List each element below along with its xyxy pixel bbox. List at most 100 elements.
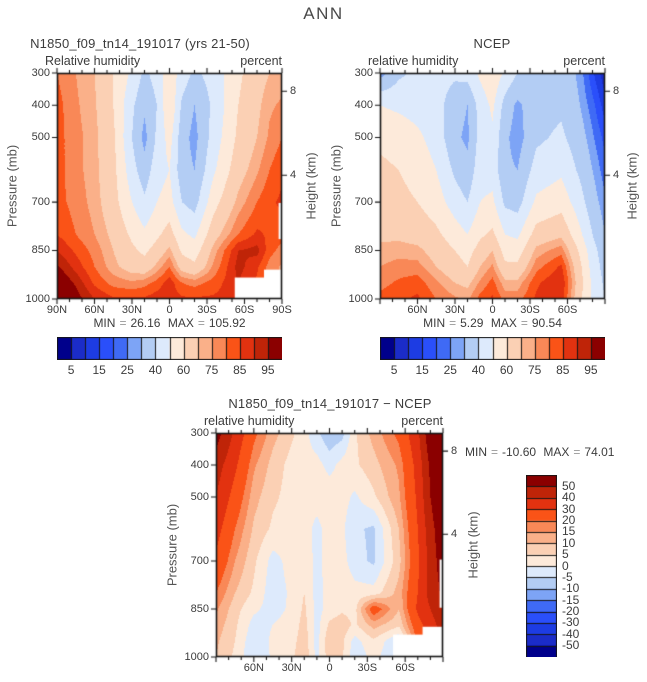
colorbar-tick-label: 85 [556,363,570,377]
x-tick-label: 0 [489,304,496,316]
colorbar-tick-label: -20 [562,604,580,618]
x-tick-label: 60S [395,662,415,674]
colorbar-tick-label: 5 [67,363,75,377]
panel-model: N1850_f09_tn14_191017 (yrs 21-50) Relati… [0,30,330,382]
x-tick-label: 30S [357,662,378,674]
colorbar-tick-label: 25 [120,363,134,377]
equals-sign: = [520,316,528,330]
colorbar-tick-label: 15 [92,363,106,377]
max-value: 74.01 [584,445,615,459]
height-axis-label: Height (km) [624,152,640,220]
height-tick-label: 8 [613,84,620,97]
min-value: 5.29 [460,316,484,330]
height-tick-label: 4 [613,168,620,181]
panel-ncep-title: NCEP [473,36,511,51]
x-tick-label: 90S [272,304,292,316]
x-tick-label: 30N [281,662,302,674]
colorbar-tick-label: 75 [205,363,219,377]
colorbar-canvas [380,337,605,360]
pressure-tick-label: 1000 [25,292,50,305]
colorbar-tick-label: 40 [562,490,576,505]
colorbar-tick-label: -30 [562,615,580,630]
units-label: percent [401,414,443,428]
colorbar-tick-label: 25 [443,363,457,377]
pressure-tick-label: 300 [31,66,50,79]
max-value: 105.92 [208,316,246,330]
pressure-tick-label: 300 [190,426,209,439]
height-tick-label: 4 [290,168,297,181]
field-label: relative humidity [204,414,295,428]
height-tick-label: 4 [451,527,458,540]
max-label: MAX [167,316,194,330]
pressure-tick-label: 850 [31,244,50,257]
pressure-tick-label: 500 [31,131,50,144]
stats-line: MIN = 26.16 MAX = 105.92 [57,316,282,330]
equals-sign: = [491,445,499,459]
equals-sign: = [119,316,127,330]
colorbar-tick-label: 30 [562,501,576,516]
colorbar-tick-label: 20 [562,513,576,527]
colorbar-tick-label: 40 [148,363,163,377]
colorbar-tick-label: 15 [415,363,429,377]
pressure-tick-label: 700 [31,195,50,208]
colorbar-tick-label: 5 [390,363,398,377]
x-tick-label: 90N [46,304,68,316]
pressure-tick-label: 400 [31,98,50,111]
colorbar-tick-label: 95 [261,363,275,377]
figure-title: ANN [303,4,344,23]
colorbar-canvas [526,475,557,657]
pressure-tick-label: 700 [354,195,373,208]
pressure-tick-label: 1000 [184,650,209,663]
colorbar-tick-label: 60 [176,363,191,377]
colorbar-tick-label: 40 [471,363,486,377]
min-label: MIN [93,316,116,330]
colorbar-tick-label: 15 [562,524,576,539]
pressure-tick-label: 850 [190,602,209,615]
pressure-tick-label: 500 [190,490,209,503]
x-tick-label: 30N [121,304,143,316]
equals-sign: = [573,445,581,459]
stats-line: MIN = -10.60 MAX = 74.01 [463,445,647,459]
colorbar-tick-label: -15 [562,592,580,607]
x-tick-label: 30S [197,304,217,316]
min-label: MIN [423,316,446,330]
pressure-axis-label: Pressure (mb) [4,144,20,228]
x-tick-label: 60S [234,304,255,316]
x-tick-label: 0 [326,662,333,674]
pressure-tick-label: 1000 [348,292,373,305]
stats-line: MIN = 5.29 MAX = 90.54 [380,316,605,330]
height-tick-label: 8 [290,84,297,97]
n1850_f09_tn14_191017-yrs-21-50--contour-canvas [49,65,290,307]
units-label: percent [563,54,605,68]
panel-ncep: NCEP relative humidity percent Pressure … [323,30,647,382]
x-tick-label: 60N [84,304,105,316]
field-label: relative humidity [368,54,459,68]
x-tick-label: 30N [444,304,466,316]
field-label: Relative humidity [45,54,141,68]
pressure-tick-label: 300 [354,66,373,79]
height-axis-label: Height (km) [303,152,319,220]
height-axis-label: Height (km) [465,511,481,579]
colorbar-tick-label: -50 [562,638,580,653]
max-label: MAX [543,445,570,459]
colorbar-tick-label: 0 [562,558,569,573]
pressure-axis-label: Pressure (mb) [328,144,344,228]
panel-difference: N1850_f09_tn14_191017 − NCEP relative hu… [140,390,647,682]
pressure-tick-label: 500 [354,131,373,144]
panel-difference-title: N1850_f09_tn14_191017 − NCEP [228,396,432,411]
colorbar-tick-label: 10 [562,535,576,550]
x-tick-label: 60N [407,304,428,316]
pressure-tick-label: 400 [354,98,373,111]
colorbar-tick-label: 60 [499,363,514,377]
colorbar-tick-label: -40 [562,626,580,641]
pressure-tick-label: 700 [190,554,209,567]
x-tick-label: 60N [243,662,264,674]
pressure-axis-label: Pressure (mb) [164,503,180,587]
colorbar-tick-label: 75 [528,363,542,377]
x-tick-label: 60S [557,304,578,316]
n1850_f09_tn14_191017-ncep-contour-canvas [208,425,451,665]
colorbar-tick-label: -5 [562,569,573,584]
equals-sign: = [197,316,205,330]
max-label: MAX [490,316,517,330]
